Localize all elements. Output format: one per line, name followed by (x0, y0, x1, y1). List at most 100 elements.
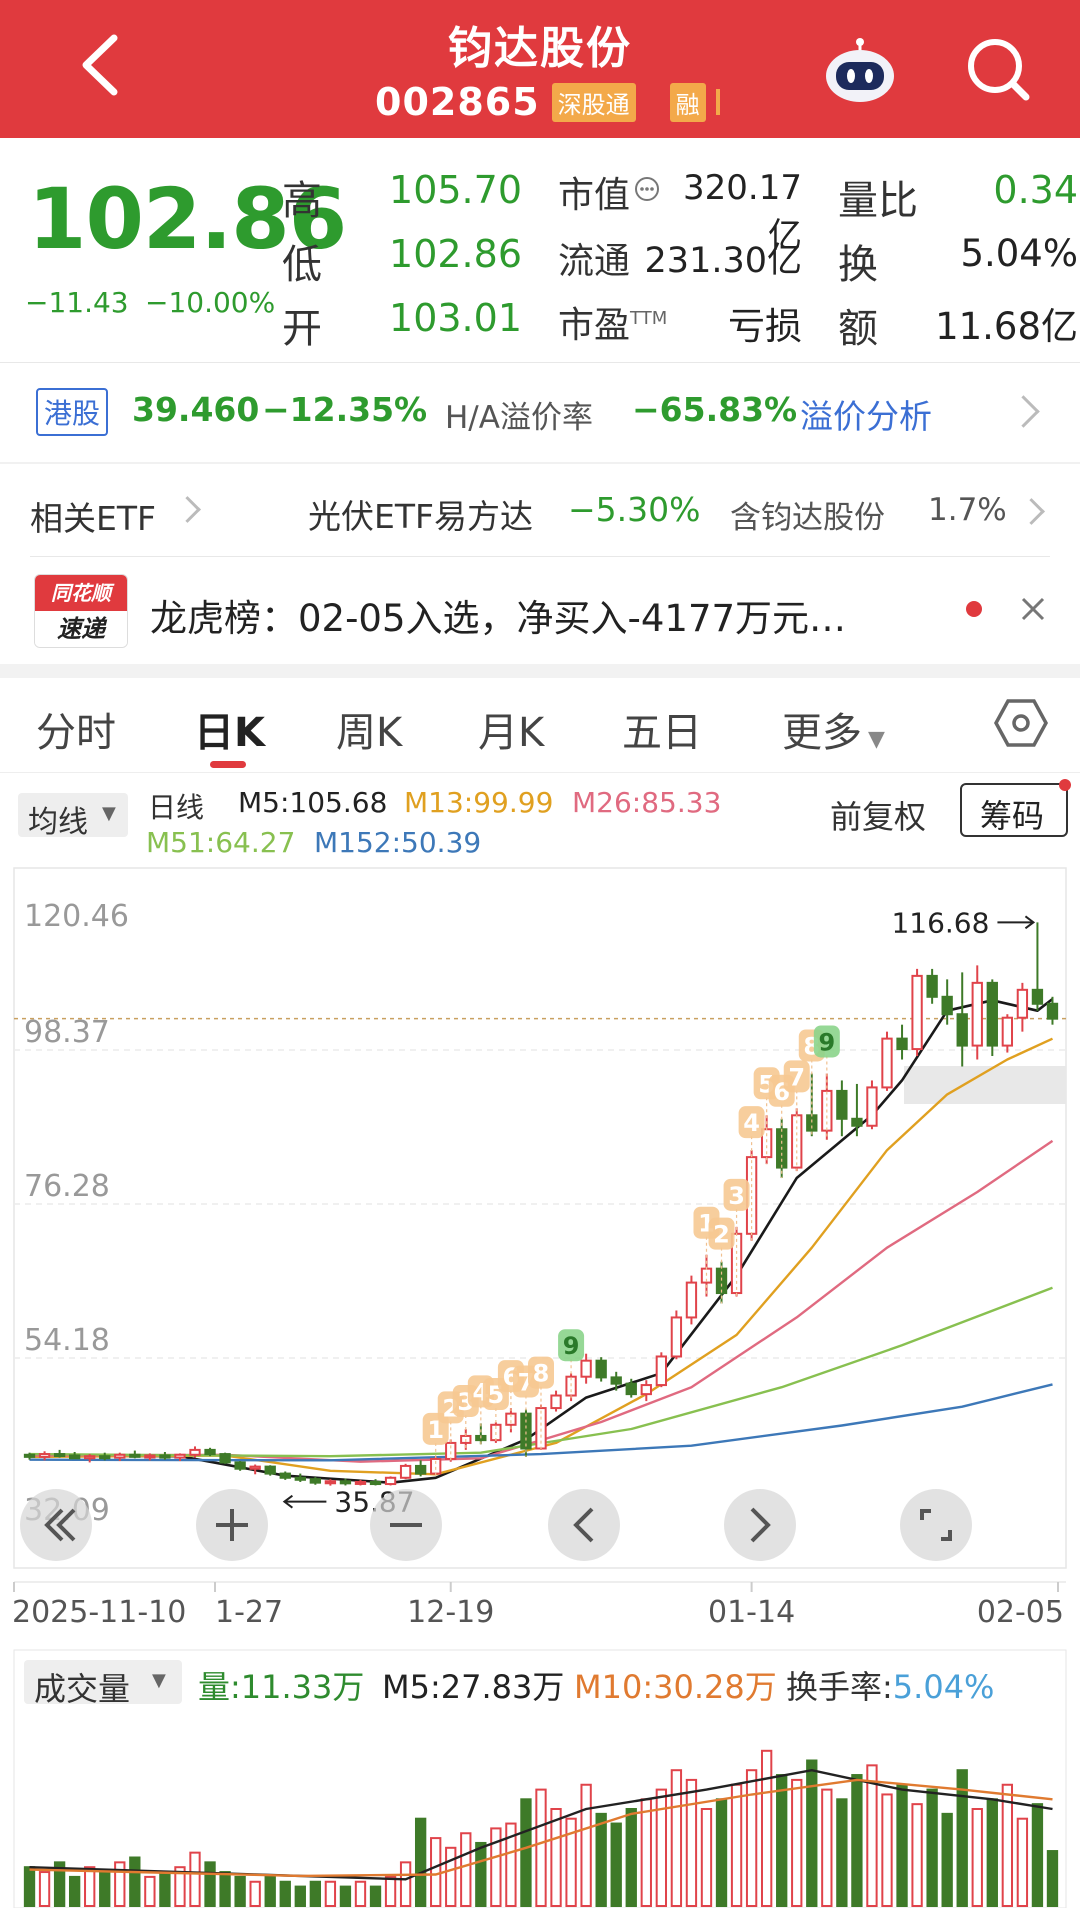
etf-holding-label: 含钧达股份 (730, 500, 885, 536)
float-label: 流通 (558, 241, 631, 282)
volume-bar (460, 1832, 472, 1907)
candle-body (881, 1037, 893, 1089)
tab-monthly-k[interactable]: 月K (478, 710, 545, 756)
volume-bar (745, 1769, 758, 1908)
x-tick-label: 02-05 (977, 1595, 1064, 1630)
ma-line-m26 (29, 1139, 1054, 1463)
assistant-robot-icon[interactable] (822, 36, 898, 104)
hk-share-badge[interactable]: 港股 (36, 388, 109, 436)
chevron-right-icon[interactable] (174, 496, 201, 523)
tab-five-day[interactable]: 五日 (622, 710, 702, 756)
candle-body (279, 1472, 291, 1479)
news-headline[interactable]: 龙虎榜：02-05入选，净买入-4177万元… (150, 597, 847, 640)
premium-analysis-link[interactable]: 溢价分析 (800, 397, 932, 436)
candle (625, 1378, 637, 1398)
premium-value: −65.83% (632, 390, 798, 429)
candle-body (369, 1480, 382, 1486)
x-axis-ticks: 2025-11-10 1-27 12-19 01-14 02-05 (12, 1582, 1064, 1630)
signal-number: 2 (713, 1221, 730, 1249)
candle (851, 1083, 863, 1137)
unread-dot (966, 601, 982, 617)
tab-intraday[interactable]: 分时 (36, 710, 116, 756)
fullscreen-button[interactable] (900, 1489, 972, 1561)
active-tab-indicator (210, 761, 246, 768)
tab-more[interactable]: 更多 ▼ (782, 710, 885, 756)
x-tick-label: 01-14 (708, 1595, 795, 1630)
max-price-label: 116.68 (891, 906, 989, 939)
max-arrow-head (1024, 915, 1036, 930)
volume-bar (1046, 1850, 1059, 1907)
volume-bar (730, 1783, 743, 1907)
candle-body (595, 1359, 607, 1379)
signal-badge (783, 1060, 810, 1093)
etf-name[interactable]: 光伏ETF易方达 (308, 497, 533, 536)
notification-dot (1059, 779, 1071, 791)
stock-name-title: 钧达股份 (448, 23, 632, 74)
adjust-mode-button[interactable]: 前复权 (830, 798, 927, 836)
volume-bar (760, 1749, 773, 1907)
candle (144, 1453, 156, 1461)
candle-body (264, 1465, 276, 1475)
chevron-right-icon[interactable] (1007, 395, 1040, 428)
related-etf-label[interactable]: 相关ETF (30, 499, 156, 538)
candle-body (670, 1316, 683, 1358)
candle (204, 1447, 216, 1457)
settings-hexagon-icon[interactable] (994, 698, 1048, 748)
candle (1046, 996, 1059, 1025)
volume-bar (1031, 1803, 1044, 1908)
candle (610, 1371, 622, 1391)
y-tick-label: 98.37 (24, 1015, 110, 1050)
candle-body (53, 1453, 66, 1458)
close-icon[interactable] (1020, 596, 1046, 622)
header-bar: 钧达股份 002865 深股通 融 (0, 0, 1080, 138)
candle (881, 1031, 893, 1091)
volume-m5: M5:27.83万 (382, 1668, 565, 1706)
mktcap-value: 320.17亿 (683, 168, 802, 256)
tab-daily-k[interactable]: 日K (194, 710, 265, 756)
volume-bar (971, 1808, 983, 1907)
candle (836, 1080, 848, 1137)
candle-body (445, 1441, 457, 1460)
volume-bar (264, 1875, 276, 1908)
section-gap (0, 664, 1080, 678)
candle (384, 1476, 397, 1486)
volume-bar (279, 1880, 291, 1907)
candle-body (911, 974, 923, 1051)
volume-bar (700, 1808, 713, 1907)
tab-weekly-k[interactable]: 周K (336, 710, 403, 756)
scroll-right-button[interactable] (724, 1489, 796, 1561)
search-icon[interactable] (963, 34, 1033, 104)
scroll-left-button[interactable] (548, 1489, 620, 1561)
chevron-right-icon[interactable] (1018, 498, 1045, 525)
candle-body (505, 1412, 517, 1426)
candle (294, 1473, 306, 1482)
candle (129, 1450, 141, 1459)
volume-bar (610, 1822, 622, 1907)
info-dots-icon[interactable] (634, 176, 660, 202)
candle-body (836, 1089, 848, 1120)
chip-distribution-button[interactable]: 筹码 (960, 783, 1068, 837)
volume-indicator-select[interactable]: 成交量 ▼ (24, 1660, 182, 1708)
volume-value: 量:11.33万 (198, 1668, 365, 1706)
ma-indicator-select[interactable]: 均线 ▼ (18, 793, 128, 840)
turnover-value: 5.04% (960, 232, 1078, 275)
open-label: 开 (282, 306, 322, 352)
candle (550, 1390, 562, 1412)
zoom-in-button[interactable] (196, 1489, 268, 1561)
etf-holding-value: 1.7% (928, 492, 1007, 528)
candle-body (68, 1454, 81, 1460)
nav-first-button[interactable] (20, 1489, 92, 1561)
volratio-label: 量比 (838, 178, 918, 224)
volume-bar (791, 1778, 803, 1908)
divider (0, 462, 1080, 464)
candle-body (309, 1478, 322, 1484)
signal-badge (708, 1217, 735, 1250)
candle-body (640, 1384, 652, 1396)
legend-m152: M152:50.39 (314, 826, 482, 859)
zoom-out-button[interactable] (370, 1489, 442, 1561)
candle (941, 979, 953, 1025)
volume-bar (911, 1803, 923, 1908)
moving-average-lines (29, 997, 1054, 1485)
back-arrow-icon[interactable] (70, 30, 130, 100)
